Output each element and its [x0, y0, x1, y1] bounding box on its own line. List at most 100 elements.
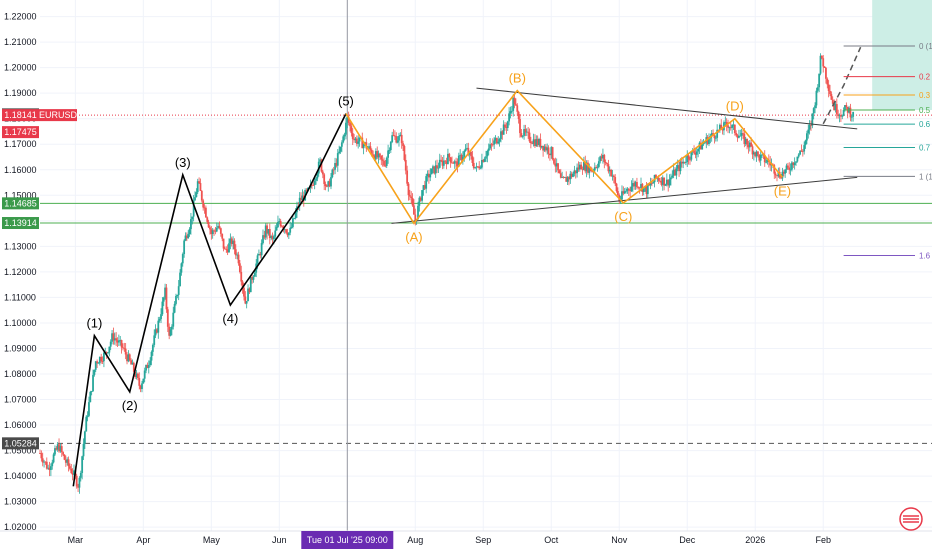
- candle-body: [432, 166, 434, 169]
- candle-body: [573, 170, 576, 174]
- candle-body: [60, 446, 63, 453]
- candle-body: [168, 326, 171, 336]
- candle-body: [587, 162, 589, 173]
- candle-body: [150, 351, 153, 361]
- candle-body: [202, 200, 205, 208]
- candle-body: [818, 73, 821, 88]
- candle-body: [404, 159, 407, 171]
- candle-body: [419, 197, 422, 201]
- price-tick-label: 1.21000: [4, 37, 37, 47]
- candle-body: [113, 338, 116, 341]
- candle-body: [358, 137, 361, 142]
- candle-body: [527, 131, 530, 133]
- candle-body: [812, 108, 815, 114]
- candle-body: [158, 319, 161, 321]
- candle-body: [379, 153, 381, 156]
- candle-body: [513, 97, 516, 105]
- candle-body: [373, 155, 376, 160]
- candle-body: [570, 173, 573, 177]
- candle-body: [411, 198, 414, 206]
- candle-body: [328, 181, 331, 187]
- candle-body: [165, 287, 168, 310]
- wave-label: (C): [614, 209, 632, 224]
- crosshair-label-bg: [301, 531, 394, 549]
- candle-body: [143, 370, 146, 379]
- candle-body: [801, 151, 804, 152]
- candle-body: [852, 111, 855, 117]
- candle-body: [655, 174, 657, 178]
- candle-body: [196, 181, 199, 193]
- candle-body: [262, 235, 264, 244]
- tradingview-logo[interactable]: [899, 507, 923, 531]
- candle-body: [191, 216, 194, 220]
- candle-body: [138, 378, 141, 386]
- candle-body: [797, 154, 800, 157]
- candle-body: [315, 178, 317, 181]
- candle-body: [387, 150, 389, 158]
- candle-body: [115, 338, 118, 341]
- candle-body: [739, 135, 742, 137]
- candle-body: [682, 161, 685, 164]
- candle-body: [834, 104, 837, 111]
- candle-body: [232, 240, 234, 245]
- candle-body: [96, 361, 99, 363]
- candle-body: [263, 235, 266, 238]
- candle-body: [83, 431, 86, 444]
- candle-body: [445, 161, 448, 165]
- crosshair-time-label: Tue 01 Jul '25 09:00: [301, 531, 394, 549]
- candle-body: [536, 139, 539, 145]
- impulse-waves: (1) (2) (3) (4) (5): [72, 94, 354, 487]
- candle-body: [755, 151, 758, 157]
- candle-body: [671, 175, 674, 178]
- candle-body: [370, 149, 373, 155]
- candle-body: [248, 288, 251, 293]
- candle-body: [455, 161, 457, 163]
- candle-body: [634, 182, 637, 187]
- horizontal-levels: [40, 114, 932, 444]
- candle-body: [283, 229, 286, 231]
- candle-body: [343, 134, 346, 137]
- candle-body: [374, 151, 377, 160]
- trendline: [391, 176, 858, 224]
- fib-label: 0.5: [919, 106, 931, 115]
- candle-body: [185, 235, 188, 239]
- candle-body: [494, 138, 497, 141]
- wave-path: [72, 113, 347, 487]
- candle-body: [788, 167, 791, 170]
- time-tick-label: 2026: [745, 535, 765, 545]
- candle-body: [593, 167, 596, 171]
- candle-body: [153, 335, 156, 345]
- candle-body: [606, 163, 608, 165]
- candle-body: [622, 191, 625, 194]
- candle-body: [381, 159, 384, 161]
- candle-body: [478, 166, 481, 169]
- price-tick-label: 1.13000: [4, 241, 37, 251]
- projection-path: [822, 46, 862, 125]
- candle-body: [88, 402, 90, 416]
- candle-body: [357, 141, 360, 144]
- candle-body: [112, 333, 115, 341]
- candle-body: [754, 152, 757, 157]
- candle-body: [398, 136, 400, 141]
- candle-body: [93, 369, 96, 375]
- candle-body: [795, 161, 797, 163]
- candle-body: [459, 154, 462, 156]
- candle-body: [467, 147, 470, 155]
- candle-body: [670, 177, 672, 180]
- candle-body: [109, 341, 112, 347]
- candle-body: [583, 162, 585, 170]
- correction-waves: (A) (B) (C) (D) (E): [345, 71, 791, 244]
- time-axis[interactable]: Mar Apr May Jun Aug Sep Oct Nov Dec 2026 Feb: [0, 530, 932, 550]
- price-axis[interactable]: 1.220001.210001.200001.190001.180001.170…: [4, 12, 37, 533]
- candle-body: [752, 152, 755, 155]
- candle-body: [489, 144, 491, 149]
- candle-body: [474, 167, 477, 169]
- candle-body: [105, 351, 108, 354]
- candle-body: [339, 146, 342, 152]
- candle-body: [547, 147, 550, 154]
- candle-body: [414, 214, 417, 222]
- candle-body: [268, 228, 271, 239]
- candle-body: [498, 139, 501, 142]
- trendlines: [391, 46, 862, 224]
